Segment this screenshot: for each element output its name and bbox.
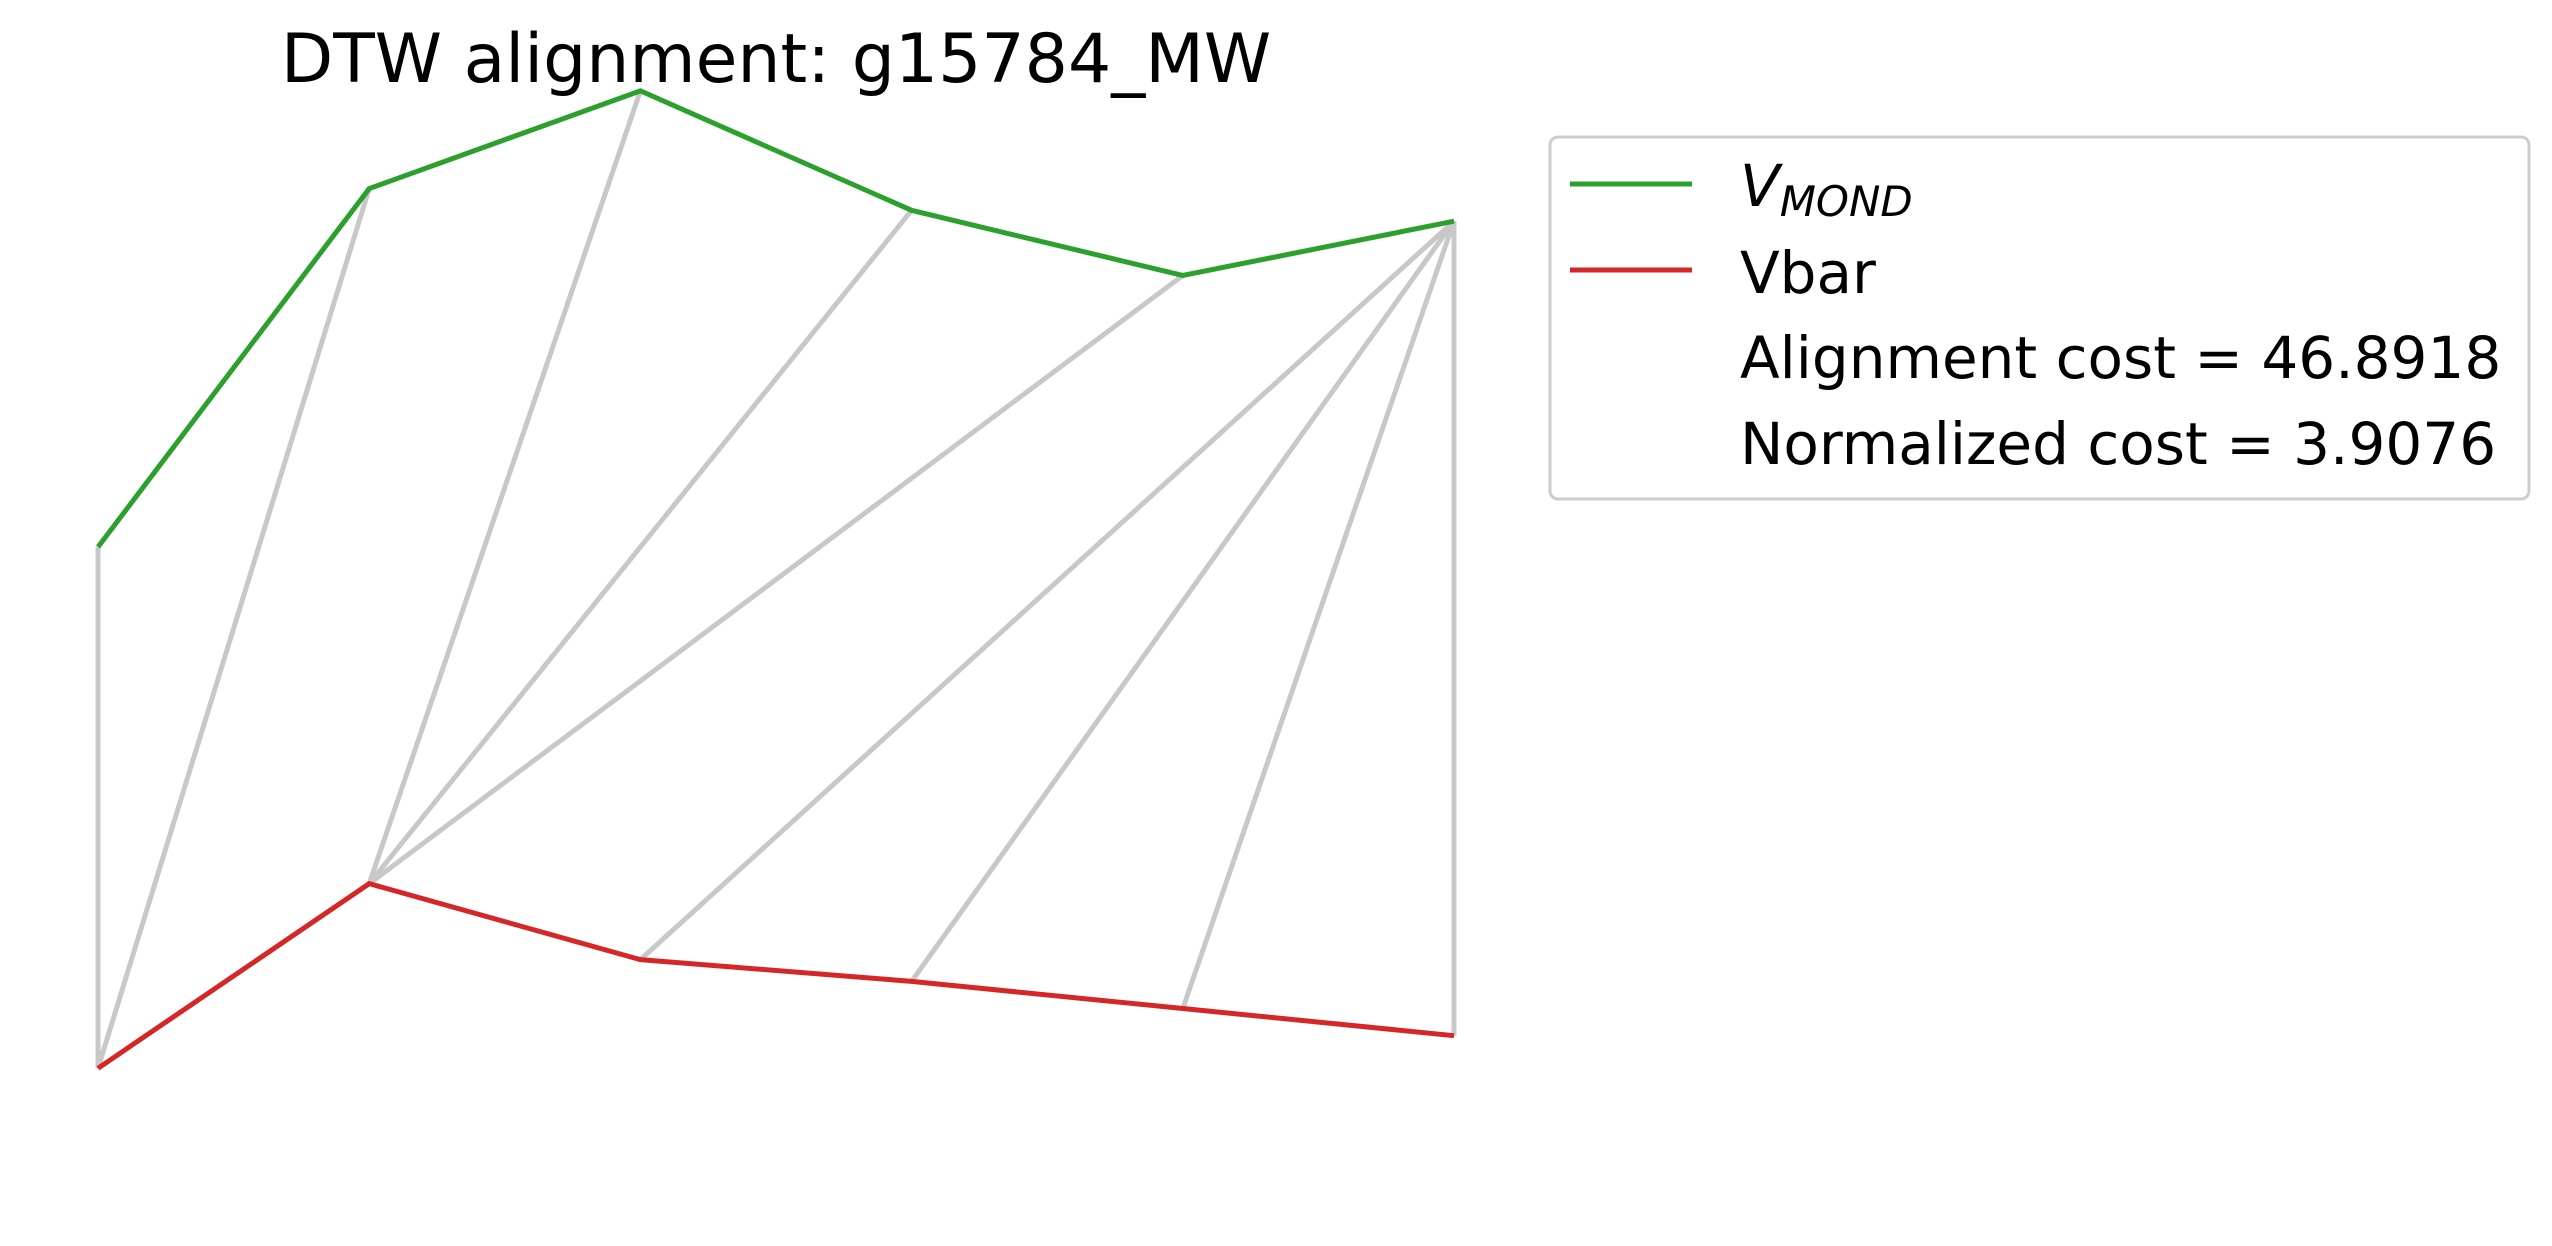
series-lines [96, 88, 1455, 1071]
series-line-vbar [96, 880, 1455, 1071]
legend-label-vbar: Vbar [1740, 239, 1876, 307]
legend-label-vmond: VMOND [1740, 152, 1913, 226]
alignment-line-5 [638, 219, 1456, 962]
legend-frame [1548, 135, 2531, 501]
legend-alignment-cost: Alignment cost = 46.8918 [1740, 324, 2501, 392]
legend: VMOND Vbar Alignment cost = 46.8918 Norm… [1548, 135, 2531, 501]
legend-label-vmond-sub: MOND [1780, 177, 1913, 226]
series-line-vmond [96, 88, 1455, 549]
alignment-line-6 [909, 219, 1457, 983]
legend-normalized-cost: Normalized cost = 3.9076 [1740, 410, 2496, 478]
alignment-line-4 [367, 273, 1185, 886]
alignment-line-3 [367, 208, 914, 886]
alignment-line-7 [1180, 220, 1457, 1010]
alignment-line-1 [95, 187, 372, 1069]
legend-label-vmond-main: V [1740, 152, 1784, 220]
alignment-lines [95, 90, 1457, 1069]
chart-title: DTW alignment: g15784_MW [281, 20, 1271, 99]
alignment-line-2 [366, 90, 643, 885]
